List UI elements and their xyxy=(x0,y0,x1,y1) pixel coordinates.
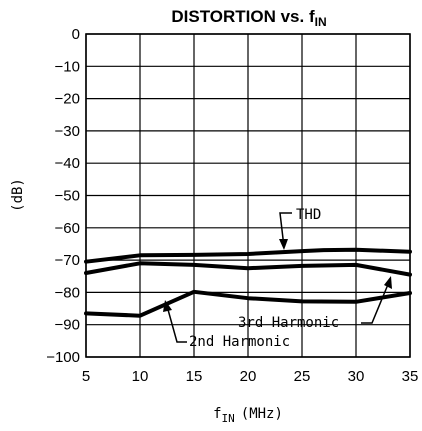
y-tick-label: 0 xyxy=(72,26,80,43)
plot-frame xyxy=(85,33,411,358)
leader-thd xyxy=(279,212,292,248)
x-tick-label: 5 xyxy=(82,368,90,385)
leader-3rd-harmonic xyxy=(361,281,390,324)
x-tick-label: 15 xyxy=(186,368,203,385)
x-tick-label: 35 xyxy=(402,368,419,385)
arrow-3rd-harmonic xyxy=(384,276,392,289)
y-tick-label: −80 xyxy=(55,284,80,301)
y-tick-label: −20 xyxy=(55,91,80,108)
series-line-2 xyxy=(84,261,412,277)
x-tick-label: 30 xyxy=(348,368,365,385)
x-tick-label: 10 xyxy=(132,368,149,385)
leader-2nd-harmonic xyxy=(166,305,187,343)
y-tick-label: −10 xyxy=(55,58,80,75)
x-tick-labels: 5 10 15 20 25 30 35 xyxy=(82,368,419,385)
annotation-thd: THD xyxy=(296,207,321,223)
chart-title-subscript: IN xyxy=(315,15,327,29)
arrow-2nd-harmonic xyxy=(163,300,172,312)
y-tick-label: −60 xyxy=(55,220,80,237)
series-line-0 xyxy=(84,247,412,264)
y-tick-label: −50 xyxy=(55,188,80,205)
x-tick-label: 20 xyxy=(240,368,257,385)
annotations: THD 3rd Harmonic 2nd Harmonic xyxy=(163,207,392,350)
y-tick-label: −100 xyxy=(46,349,80,366)
y-tick-label: −40 xyxy=(55,155,80,172)
annotation-2nd-harmonic: 2nd Harmonic xyxy=(189,334,290,350)
chart-grid xyxy=(85,33,411,358)
y-tick-label: −70 xyxy=(55,252,80,269)
x-axis-label-main: f xyxy=(213,406,221,422)
series-layer xyxy=(84,247,412,318)
x-axis-label-subscript: IN xyxy=(222,412,235,425)
arrow-thd xyxy=(279,239,288,250)
y-tick-label: −90 xyxy=(55,317,80,334)
x-axis-label: fIN (MHz) xyxy=(213,406,283,425)
y-axis-label: (dB) xyxy=(10,178,26,212)
annotation-3rd-harmonic: 3rd Harmonic xyxy=(238,315,339,331)
series-line-3 xyxy=(84,289,412,318)
x-axis-label-unit: (MHz) xyxy=(241,406,283,422)
y-tick-labels: 0 −10 −20 −30 −40 −50 −60 −70 −80 −90 −100 xyxy=(46,26,80,366)
chart-title: DISTORTION vs. fIN xyxy=(171,7,326,29)
x-tick-label: 25 xyxy=(294,368,311,385)
chart-title-main: DISTORTION vs. f xyxy=(171,7,315,26)
y-tick-label: −30 xyxy=(55,123,80,140)
